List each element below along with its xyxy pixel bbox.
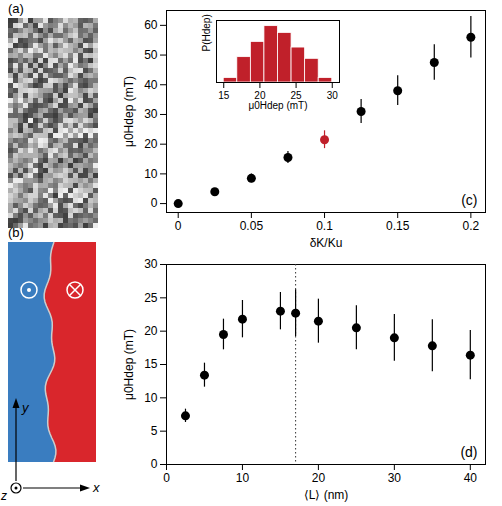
svg-text:25: 25	[144, 291, 158, 305]
svg-text:0.2: 0.2	[463, 219, 480, 233]
svg-text:20: 20	[144, 324, 158, 338]
svg-text:y: y	[21, 400, 30, 415]
svg-text:30: 30	[144, 107, 158, 121]
svg-text:0.15: 0.15	[386, 219, 410, 233]
svg-text:z: z	[0, 489, 7, 503]
svg-text:0: 0	[175, 219, 182, 233]
svg-text:15: 15	[144, 357, 158, 371]
svg-text:30: 30	[144, 257, 158, 271]
svg-text:60: 60	[144, 18, 158, 32]
svg-text:0.05: 0.05	[240, 219, 264, 233]
svg-text:0: 0	[151, 196, 158, 210]
svg-text:10: 10	[144, 391, 158, 405]
svg-text:50: 50	[144, 48, 158, 62]
svg-text:0: 0	[163, 471, 170, 485]
svg-text:20: 20	[254, 89, 266, 101]
svg-text:⟨L⟩ (nm): ⟨L⟩ (nm)	[304, 488, 349, 502]
svg-text:μ0Hdep (mT): μ0Hdep (mT)	[122, 76, 136, 147]
svg-text:40: 40	[144, 78, 158, 92]
svg-text:15: 15	[218, 90, 230, 101]
svg-text:μ0Hdep (mT): μ0Hdep (mT)	[122, 329, 136, 400]
svg-text:20: 20	[312, 471, 326, 485]
svg-text:0.1: 0.1	[316, 219, 333, 233]
svg-text:30: 30	[388, 471, 402, 485]
svg-text:30: 30	[327, 90, 339, 101]
svg-text:x: x	[92, 480, 100, 495]
svg-text:(a): (a)	[8, 1, 24, 16]
svg-text:25: 25	[290, 89, 302, 101]
svg-text:(d): (d)	[460, 444, 477, 460]
svg-text:δK/Ku: δK/Ku	[310, 236, 343, 250]
svg-text:40: 40	[464, 471, 478, 485]
svg-text:P(Hdep): P(Hdep)	[201, 14, 212, 51]
svg-text:μ0Hdep (mT): μ0Hdep (mT)	[248, 100, 307, 111]
svg-text:5: 5	[151, 424, 158, 438]
svg-text:(b): (b)	[8, 225, 24, 240]
svg-text:20: 20	[144, 137, 158, 151]
svg-text:(c): (c)	[461, 192, 477, 208]
svg-text:10: 10	[236, 471, 250, 485]
svg-text:0: 0	[151, 457, 158, 471]
svg-text:10: 10	[144, 167, 158, 181]
